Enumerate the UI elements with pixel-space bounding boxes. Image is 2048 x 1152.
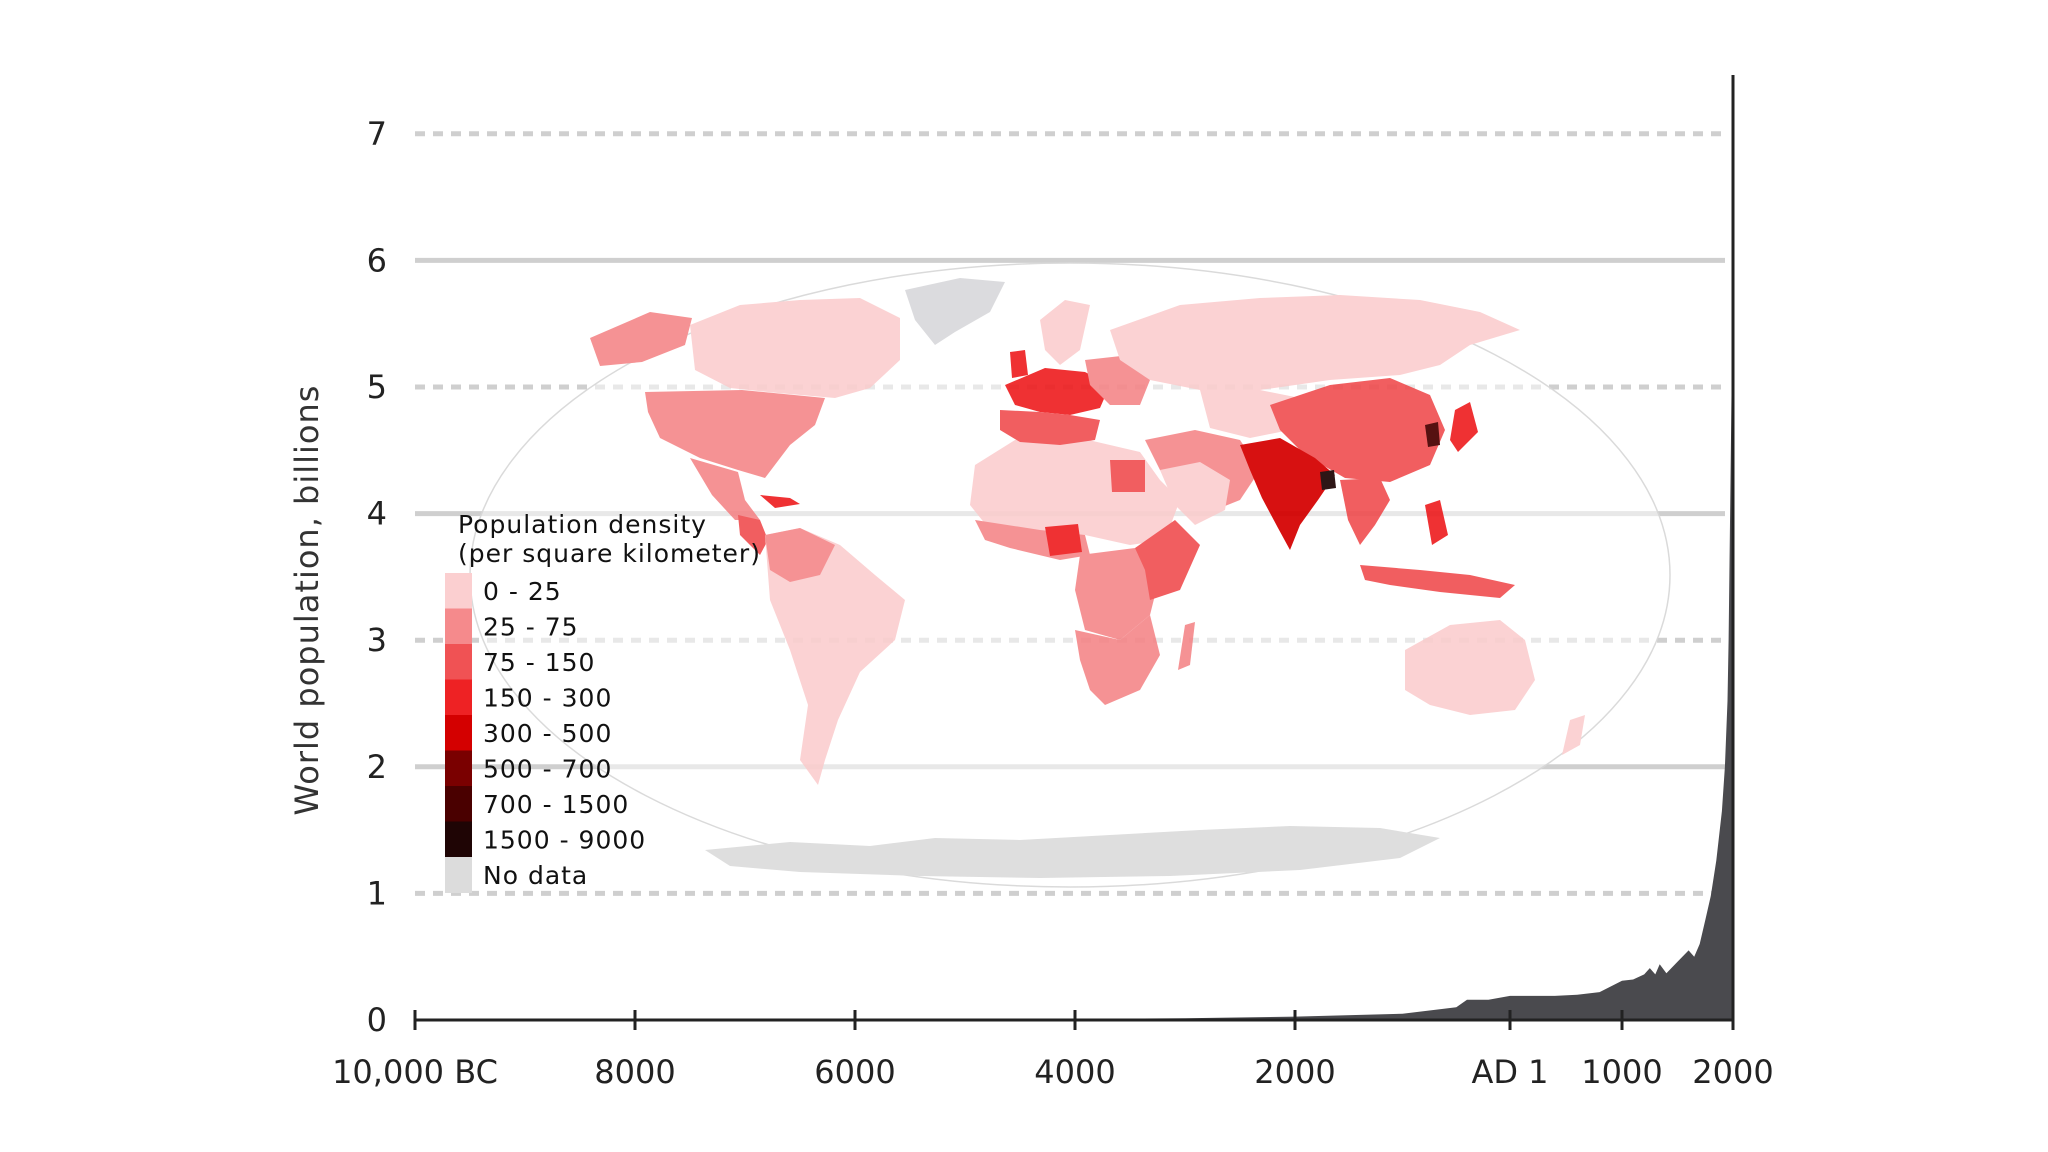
legend-label: 25 - 75 [483,613,579,642]
alaska [590,312,692,366]
x-tick-label: 4000 [1034,1053,1115,1091]
south-america [765,528,905,785]
greenland [905,278,1005,345]
central-africa [1075,548,1160,640]
y-tick-label: 4 [367,495,387,533]
x-ticks: 10,000 BC 8000 6000 4000 2000 AD 1 1000 2000 [332,1010,1774,1091]
india [1240,438,1335,550]
east-africa [1135,520,1200,600]
legend-swatch [445,715,472,751]
caribbean [760,495,800,508]
map-legend: Population density (per square kilometer… [445,510,761,893]
legend-label: 150 - 300 [483,684,612,713]
x-tick-label: AD 1 [1471,1053,1548,1091]
legend-swatch [445,821,472,858]
y-tick-label: 7 [367,115,387,153]
legend-swatch [445,573,472,609]
mexico [690,458,760,520]
madagascar [1178,622,1195,670]
russia [1110,295,1520,390]
y-tick-label: 2 [367,748,387,786]
usa [645,390,825,478]
x-tick-label: 2000 [1254,1053,1335,1091]
colombia-venezuela [765,528,835,582]
x-tick-label: 10,000 BC [332,1053,498,1091]
indonesia [1360,565,1515,598]
x-tick-label: 6000 [814,1053,895,1091]
central-america [738,515,768,555]
legend-label: No data [483,861,588,890]
philippines [1425,500,1448,545]
legend-label: 500 - 700 [483,755,612,784]
y-tick-label: 0 [367,1001,387,1039]
y-tick-labels: 0 1 2 3 4 5 6 7 [367,115,387,1039]
bangladesh [1320,470,1336,490]
southern-europe [1000,410,1100,445]
legend-label: 0 - 25 [483,577,562,606]
y-tick-label: 1 [367,874,387,912]
legend-label: 700 - 1500 [483,790,629,819]
nigeria [1045,524,1082,556]
y-tick-label: 3 [367,621,387,659]
y-tick-label: 6 [367,241,387,279]
legend-label: 300 - 500 [483,719,612,748]
western-europe [1005,368,1110,415]
egypt [1110,460,1145,492]
antarctica [705,826,1440,878]
arabia [1160,462,1230,525]
australia [1405,620,1535,715]
legend-swatch [445,857,472,893]
legend-label: 1500 - 9000 [483,826,646,855]
southeast-asia [1340,478,1390,545]
legend-swatch [445,750,472,787]
x-tick-label: 1000 [1581,1053,1662,1091]
legend-swatch [445,644,472,680]
korea [1425,422,1440,447]
world-population-density-map [469,262,1671,888]
y-tick-label: 5 [367,368,387,406]
y-axis-title: World population, billions [288,385,326,816]
legend-swatch [445,679,472,716]
scandinavia [1040,300,1090,365]
legend-items: 0 - 25 25 - 75 75 - 150 150 - 300 300 - 500 5… [445,573,646,893]
japan [1450,402,1478,452]
southern-africa [1075,615,1160,705]
china [1270,378,1445,482]
legend-label: 75 - 150 [483,648,595,677]
legend-title-line-1: Population density [458,510,707,539]
canada [690,298,900,398]
uk [1010,350,1028,378]
legend-title-line-2: (per square kilometer) [458,539,761,568]
legend-swatch [445,608,472,645]
x-tick-label: 2000 [1692,1053,1773,1091]
x-tick-label: 8000 [594,1053,675,1091]
legend-swatch [445,786,472,822]
new-zealand [1562,715,1585,755]
central-asia [1200,390,1300,438]
